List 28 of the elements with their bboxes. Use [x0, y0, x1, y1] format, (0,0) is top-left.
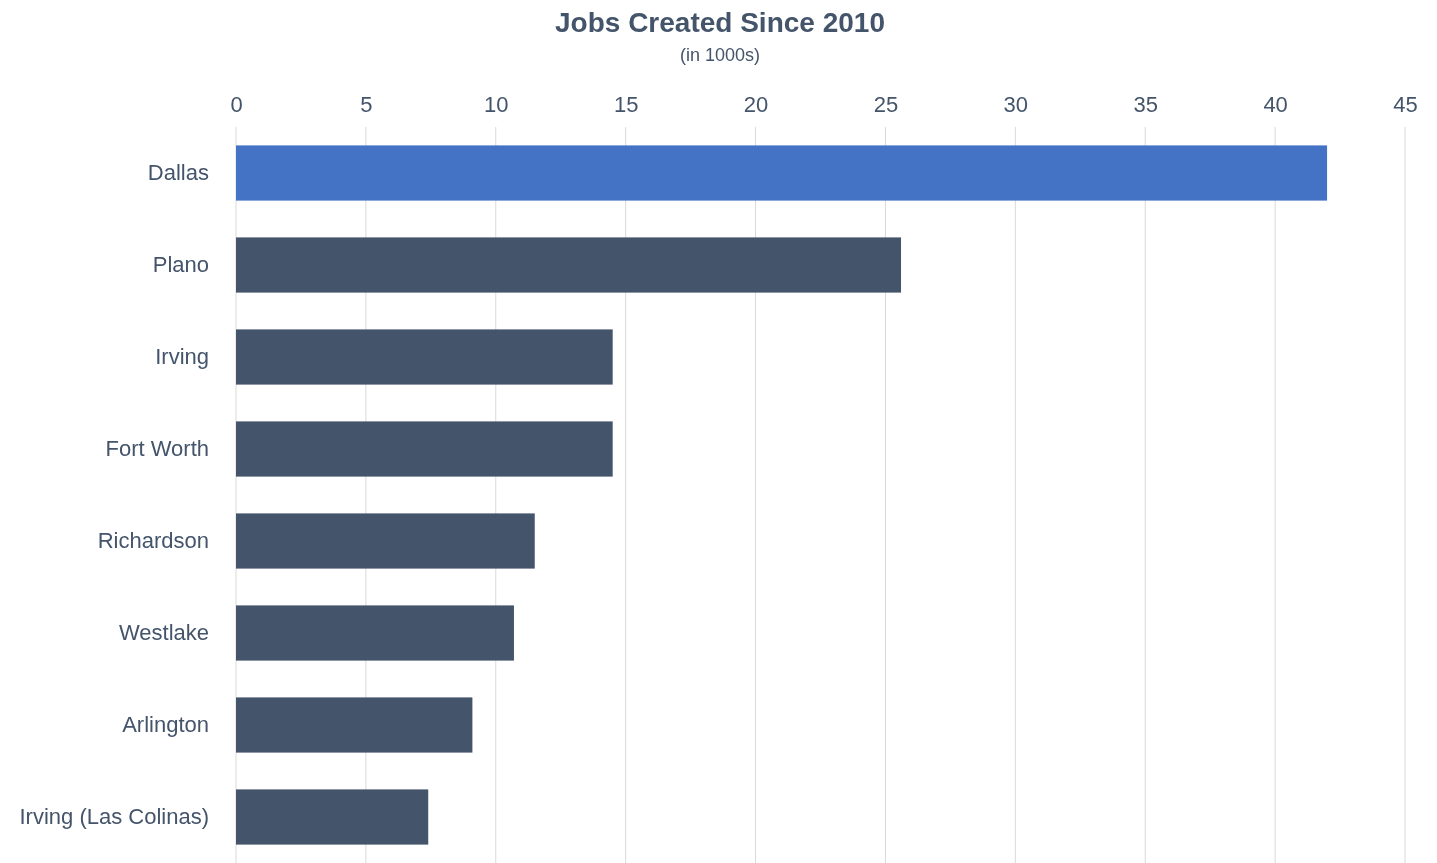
y-tick-label: Plano [152, 252, 209, 278]
x-tick-label: 35 [1133, 92, 1158, 117]
x-tick-label: 40 [1263, 92, 1288, 117]
y-tick-label: Richardson [97, 528, 209, 554]
y-tick-label: Dallas [147, 160, 209, 186]
bar [236, 329, 613, 385]
bar [236, 237, 902, 293]
y-tick-label: Arlington [122, 712, 209, 738]
chart-title: Jobs Created Since 2010 [555, 7, 885, 38]
bar [236, 145, 1328, 201]
chart-subtitle: (in 1000s) [679, 45, 761, 65]
bar [236, 789, 429, 845]
bar [236, 421, 613, 477]
bar [236, 697, 473, 753]
x-tick-label: 30 [1003, 92, 1029, 117]
y-tick-label: Irving (Las Colinas) [19, 804, 209, 830]
x-tick-label: 15 [613, 92, 639, 117]
bar [236, 605, 514, 661]
y-tick-label: Irving [155, 344, 209, 370]
x-tick-label: 10 [484, 92, 509, 117]
y-tick-label: Fort Worth [105, 436, 209, 462]
x-tick-label: 20 [743, 92, 769, 117]
x-tick-label: 5 [360, 92, 373, 117]
x-tick-label: 45 [1393, 92, 1418, 117]
y-tick-label: Westlake [118, 620, 209, 646]
x-tick-label: 0 [230, 92, 243, 117]
bar [236, 513, 535, 569]
x-tick-label: 25 [873, 92, 899, 117]
